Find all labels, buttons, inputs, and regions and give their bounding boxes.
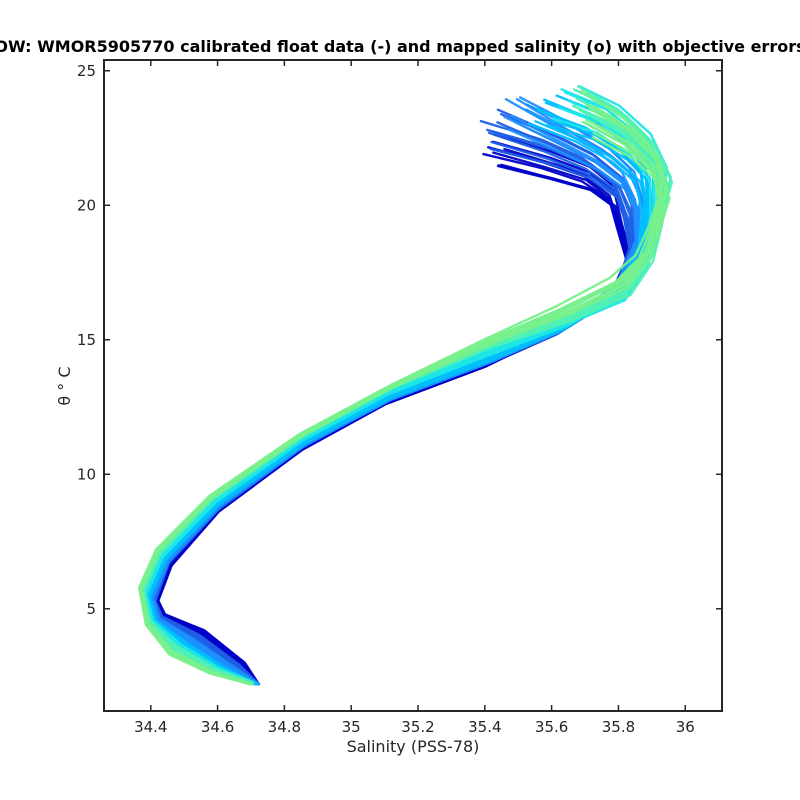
y-tick-label: 10 <box>77 465 96 483</box>
x-tick-label: 34.6 <box>201 718 234 736</box>
x-tick-label: 35.2 <box>401 718 434 736</box>
x-tick-label: 35.4 <box>468 718 501 736</box>
plot-frame <box>103 59 723 712</box>
axes-layer: 34.4 34.6 34.8 35 35.2 35.4 35.6 35.8 36 5 10 15 20 2… <box>77 60 722 736</box>
x-tick-label: 35.6 <box>535 718 568 736</box>
y-tick-label: 15 <box>77 331 96 349</box>
x-tick-label: 36 <box>676 718 695 736</box>
profile-line <box>140 131 666 686</box>
x-tick-label: 35 <box>342 718 361 736</box>
y-tick-label: 25 <box>77 62 96 80</box>
y-axis-label: θ ° C <box>55 366 74 405</box>
x-tick-label: 35.8 <box>602 718 635 736</box>
profile-line <box>138 118 660 686</box>
chart-title: OW: WMOR5905770 calibrated float data (-… <box>0 37 800 56</box>
y-tick-label: 5 <box>86 600 96 618</box>
x-tick-label: 34.8 <box>268 718 301 736</box>
x-axis-label: Salinity (PSS-78) <box>347 737 480 756</box>
series-layer <box>138 85 674 686</box>
x-tick-label: 34.4 <box>134 718 167 736</box>
y-tick-label: 20 <box>77 196 96 214</box>
